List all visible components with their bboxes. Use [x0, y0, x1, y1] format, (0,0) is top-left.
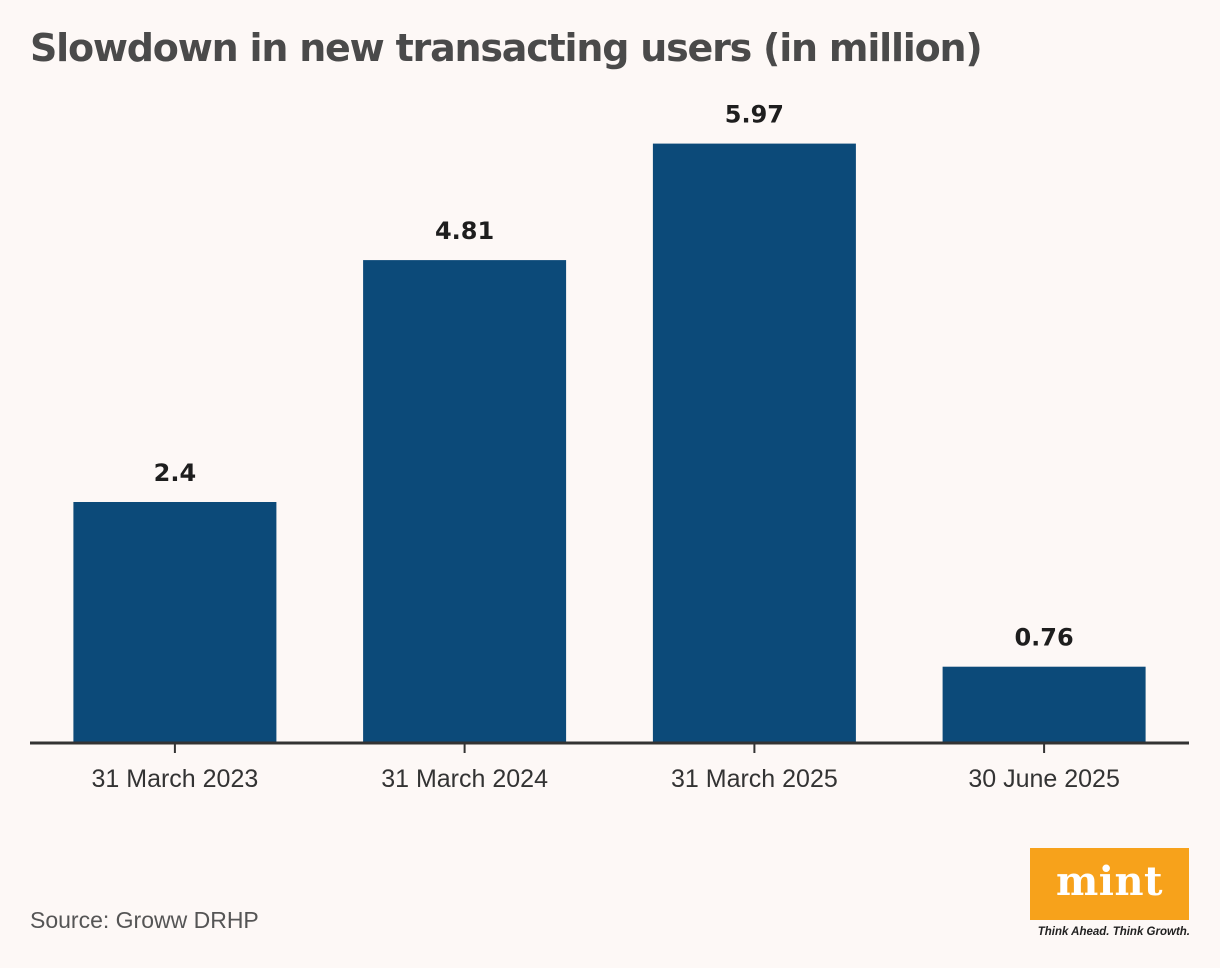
bar-2 — [363, 260, 567, 743]
value-label-2: 4.81 — [435, 217, 494, 245]
x-tick-label-1: 31 March 2023 — [92, 765, 259, 793]
value-label-1: 2.4 — [154, 459, 197, 487]
source-note: Source: Groww DRHP — [30, 907, 259, 933]
bar-3 — [652, 143, 856, 744]
bar-4 — [942, 666, 1146, 743]
bar-1 — [73, 502, 277, 743]
mint-logo: mint — [1030, 848, 1189, 920]
chart-title: Slowdown in new transacting users (in mi… — [30, 26, 983, 70]
value-label-4: 0.76 — [1014, 624, 1073, 652]
x-tick-label-2: 31 March 2024 — [381, 765, 548, 793]
value-label-3: 5.97 — [725, 101, 784, 129]
x-tick-label-3: 31 March 2025 — [671, 765, 838, 793]
mint-tagline: Think Ahead. Think Growth. — [1037, 926, 1190, 938]
x-tick-label-4: 30 June 2025 — [968, 765, 1120, 793]
mint-logo-word: mint — [1055, 858, 1164, 905]
